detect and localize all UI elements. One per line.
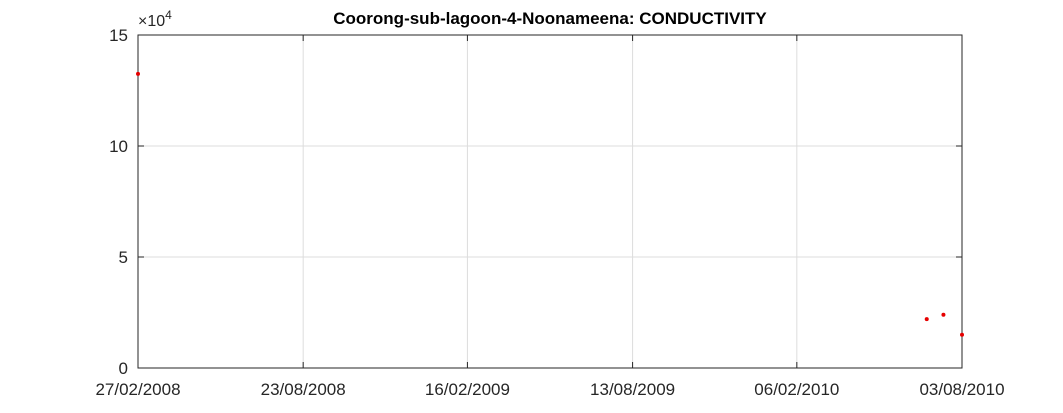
plot-background	[138, 35, 962, 368]
y-exponent-label: ×104	[138, 8, 172, 30]
x-tick-label: 13/08/2009	[590, 380, 675, 399]
data-point	[941, 312, 946, 317]
grid	[138, 35, 962, 368]
y-exponent-power: 4	[165, 8, 172, 22]
data-point	[924, 317, 929, 322]
x-tick-label: 03/08/2010	[919, 380, 1004, 399]
axis-ticks: 27/02/2008 23/08/2008 16/02/2009 13/08/2009…	[95, 26, 1004, 399]
x-tick-label: 23/08/2008	[261, 380, 346, 399]
y-exponent-base: ×10	[138, 13, 165, 30]
x-tick-label: 27/02/2008	[95, 380, 180, 399]
chart-title: Coorong-sub-lagoon-4-Noonameena: CONDUCT…	[333, 9, 767, 28]
x-tick-label: 06/02/2010	[754, 380, 839, 399]
x-tick-label: 16/02/2009	[425, 380, 510, 399]
data-points	[136, 71, 964, 337]
y-tick-label: 5	[119, 248, 128, 267]
y-tick-label: 10	[109, 137, 128, 156]
data-point	[136, 71, 140, 76]
y-tick-label: 15	[109, 26, 128, 45]
y-tick-label: 0	[119, 359, 128, 378]
data-point	[960, 332, 964, 337]
plot-frame	[137, 34, 963, 369]
